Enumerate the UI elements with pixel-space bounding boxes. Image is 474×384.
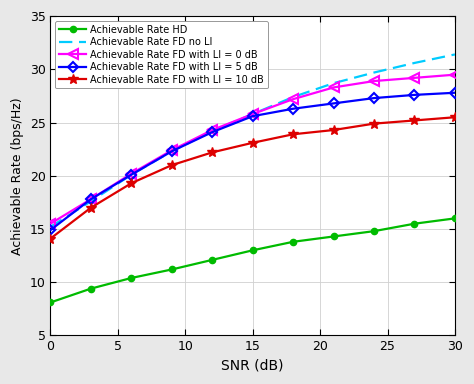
Achievable Rate FD with LI = 10 dB: [210, 150, 215, 155]
Achievable Rate FD with LI = 10 dB: [371, 121, 377, 126]
Line: Achievable Rate FD with LI = 10 dB: Achievable Rate FD with LI = 10 dB: [45, 112, 460, 244]
Achievable Rate FD with LI = 10 dB: [331, 128, 337, 132]
Achievable Rate FD with LI = 0 dB: [210, 128, 215, 132]
Achievable Rate FD with LI = 0 dB: [452, 72, 458, 77]
Achievable Rate FD with LI = 0 dB: [411, 76, 417, 80]
Achievable Rate FD with LI = 0 dB: [128, 171, 134, 176]
Achievable Rate FD no LI: [128, 172, 134, 177]
Achievable Rate FD with LI = 5 dB: [290, 106, 296, 111]
Achievable Rate HD: [371, 229, 377, 233]
Achievable Rate FD with LI = 0 dB: [169, 148, 174, 152]
Achievable Rate FD with LI = 0 dB: [88, 197, 94, 202]
Achievable Rate FD with LI = 5 dB: [371, 96, 377, 100]
Achievable Rate FD with LI = 5 dB: [210, 130, 215, 134]
Achievable Rate FD with LI = 10 dB: [250, 141, 255, 145]
Achievable Rate FD no LI: [411, 61, 417, 65]
Achievable Rate FD with LI = 10 dB: [452, 115, 458, 119]
Legend: Achievable Rate HD, Achievable Rate FD no LI, Achievable Rate FD with LI = 0 dB,: Achievable Rate HD, Achievable Rate FD n…: [55, 21, 268, 88]
Achievable Rate FD no LI: [250, 112, 255, 116]
Achievable Rate FD no LI: [371, 70, 377, 75]
Achievable Rate HD: [169, 267, 174, 272]
Achievable Rate FD with LI = 5 dB: [47, 228, 53, 232]
Achievable Rate HD: [250, 248, 255, 253]
Achievable Rate FD with LI = 10 dB: [47, 236, 53, 241]
Achievable Rate FD no LI: [169, 149, 174, 154]
Achievable Rate FD with LI = 10 dB: [169, 163, 174, 167]
Line: Achievable Rate FD no LI: Achievable Rate FD no LI: [50, 55, 455, 227]
Achievable Rate HD: [452, 216, 458, 221]
Achievable Rate FD with LI = 10 dB: [290, 132, 296, 137]
Achievable Rate FD with LI = 5 dB: [250, 114, 255, 119]
Achievable Rate HD: [331, 234, 337, 239]
Achievable Rate FD no LI: [47, 225, 53, 229]
Achievable Rate HD: [47, 300, 53, 305]
Achievable Rate FD with LI = 5 dB: [411, 93, 417, 97]
Achievable Rate HD: [290, 240, 296, 244]
Achievable Rate FD no LI: [88, 199, 94, 204]
Achievable Rate FD no LI: [290, 95, 296, 99]
Achievable Rate FD with LI = 0 dB: [290, 97, 296, 101]
Achievable Rate FD with LI = 10 dB: [128, 181, 134, 185]
Achievable Rate HD: [411, 222, 417, 226]
Achievable Rate HD: [128, 276, 134, 280]
Line: Achievable Rate FD with LI = 0 dB: Achievable Rate FD with LI = 0 dB: [46, 70, 459, 228]
Achievable Rate FD with LI = 5 dB: [88, 197, 94, 202]
Achievable Rate FD with LI = 10 dB: [411, 118, 417, 123]
Achievable Rate HD: [210, 258, 215, 262]
X-axis label: SNR (dB): SNR (dB): [221, 359, 284, 373]
Achievable Rate HD: [88, 286, 94, 291]
Achievable Rate FD with LI = 5 dB: [452, 91, 458, 95]
Achievable Rate FD with LI = 5 dB: [128, 172, 134, 177]
Achievable Rate FD with LI = 0 dB: [331, 85, 337, 90]
Achievable Rate FD with LI = 0 dB: [371, 79, 377, 83]
Line: Achievable Rate FD with LI = 5 dB: Achievable Rate FD with LI = 5 dB: [46, 89, 459, 234]
Achievable Rate FD with LI = 10 dB: [88, 205, 94, 210]
Achievable Rate FD with LI = 0 dB: [250, 112, 255, 116]
Achievable Rate FD no LI: [452, 52, 458, 57]
Achievable Rate FD with LI = 0 dB: [47, 222, 53, 226]
Y-axis label: Achievable Rate (bps/Hz): Achievable Rate (bps/Hz): [11, 97, 24, 255]
Achievable Rate FD no LI: [210, 129, 215, 133]
Achievable Rate FD no LI: [331, 81, 337, 86]
Achievable Rate FD with LI = 5 dB: [331, 101, 337, 106]
Achievable Rate FD with LI = 5 dB: [169, 149, 174, 154]
Line: Achievable Rate HD: Achievable Rate HD: [47, 215, 458, 306]
